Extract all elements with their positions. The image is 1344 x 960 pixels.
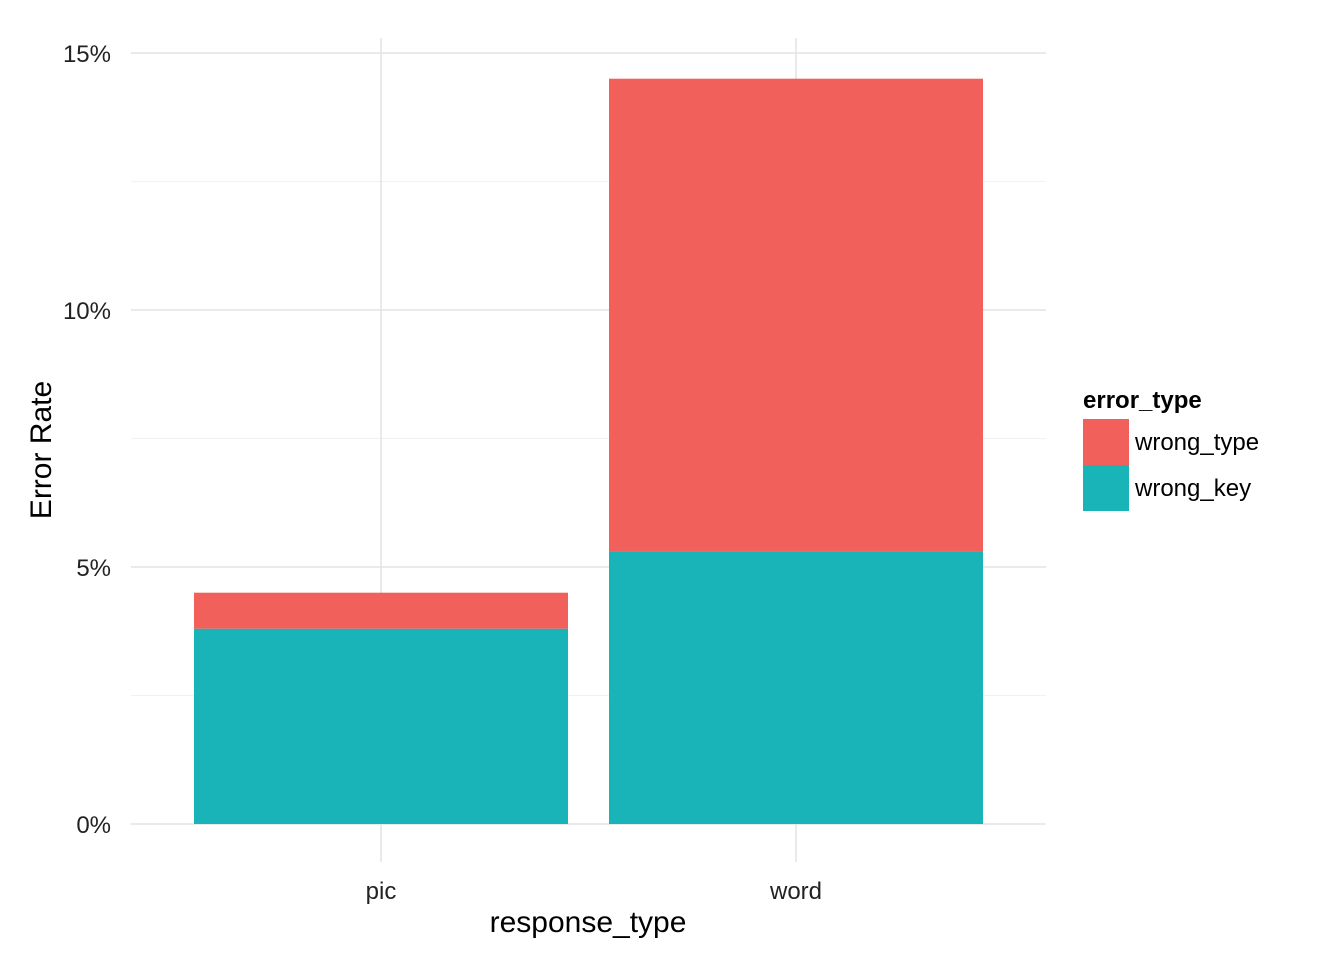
x-tick-label: pic (366, 878, 397, 905)
y-tick-label: 5% (76, 555, 111, 582)
y-axis-title: Error Rate (25, 381, 58, 519)
y-tick-label: 15% (63, 41, 111, 68)
x-axis-title: response_type (490, 906, 687, 939)
legend-label-wrong_type: wrong_type (1134, 429, 1259, 456)
bar-word-wrong_key (609, 551, 983, 824)
legend-title: error_type (1083, 387, 1202, 414)
legend: error_type wrong_type wrong_key (1083, 387, 1259, 511)
bar-pic-wrong_type (194, 592, 568, 629)
bars (194, 78, 983, 824)
tick-labels: 0% 5% 10% 15% pic word (63, 41, 822, 905)
legend-swatch-wrong_type (1083, 419, 1129, 465)
legend-label-wrong_key: wrong_key (1134, 475, 1251, 502)
legend-swatch-wrong_key (1083, 465, 1129, 511)
y-tick-label: 0% (76, 812, 111, 839)
x-tick-label: word (769, 878, 822, 905)
bar-word-wrong_type (609, 78, 983, 552)
y-tick-label: 10% (63, 298, 111, 325)
bar-pic-wrong_key (194, 628, 568, 824)
